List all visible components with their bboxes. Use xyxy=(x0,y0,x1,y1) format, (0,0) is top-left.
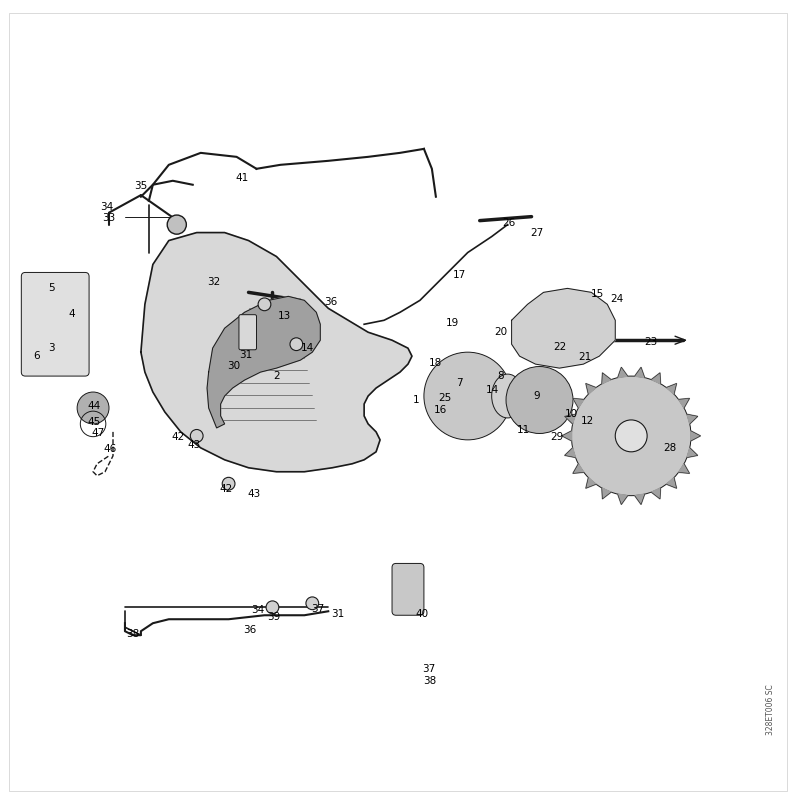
Polygon shape xyxy=(690,430,701,441)
Polygon shape xyxy=(207,296,320,428)
Text: 13: 13 xyxy=(278,311,291,322)
Text: 2: 2 xyxy=(273,371,280,381)
Polygon shape xyxy=(618,494,628,505)
Circle shape xyxy=(306,597,318,610)
Text: 12: 12 xyxy=(581,416,594,426)
Text: 36: 36 xyxy=(242,625,256,634)
Text: 31: 31 xyxy=(239,350,253,359)
Text: 31: 31 xyxy=(331,609,345,618)
Text: 14: 14 xyxy=(301,343,314,353)
Polygon shape xyxy=(651,488,661,499)
Text: 42: 42 xyxy=(172,433,185,442)
Text: 6: 6 xyxy=(33,351,40,361)
Text: 8: 8 xyxy=(497,371,504,381)
Text: 38: 38 xyxy=(126,629,139,638)
Text: 1: 1 xyxy=(413,395,419,405)
Text: 11: 11 xyxy=(517,426,530,435)
Polygon shape xyxy=(666,478,677,488)
Polygon shape xyxy=(687,448,698,458)
Polygon shape xyxy=(634,494,645,505)
Polygon shape xyxy=(573,398,584,408)
Circle shape xyxy=(290,338,302,350)
Text: 19: 19 xyxy=(446,318,459,328)
Text: 25: 25 xyxy=(438,393,451,402)
Polygon shape xyxy=(666,383,677,394)
Text: 23: 23 xyxy=(645,337,658,347)
Text: 14: 14 xyxy=(486,386,499,395)
Text: 46: 46 xyxy=(103,445,117,454)
Polygon shape xyxy=(678,464,690,474)
Text: 33: 33 xyxy=(102,214,116,223)
Text: 36: 36 xyxy=(324,297,338,307)
Text: 38: 38 xyxy=(423,676,436,686)
Circle shape xyxy=(266,601,279,614)
Polygon shape xyxy=(573,464,584,474)
Text: 10: 10 xyxy=(565,409,578,418)
Circle shape xyxy=(615,420,647,452)
Text: 20: 20 xyxy=(494,327,508,338)
Circle shape xyxy=(77,392,109,424)
Text: 32: 32 xyxy=(208,277,221,287)
Text: 43: 43 xyxy=(247,489,261,499)
Polygon shape xyxy=(512,288,615,368)
Polygon shape xyxy=(618,367,628,378)
Text: 43: 43 xyxy=(188,441,201,450)
Text: 42: 42 xyxy=(219,484,233,494)
Text: 27: 27 xyxy=(530,227,544,238)
Text: 28: 28 xyxy=(663,443,676,453)
Polygon shape xyxy=(602,373,611,384)
Text: 34: 34 xyxy=(251,605,265,614)
Polygon shape xyxy=(586,478,596,488)
Text: 40: 40 xyxy=(415,609,428,618)
Text: 3: 3 xyxy=(48,343,55,353)
Text: 45: 45 xyxy=(87,417,101,426)
Circle shape xyxy=(190,430,203,442)
Circle shape xyxy=(167,215,186,234)
Polygon shape xyxy=(565,414,575,424)
Circle shape xyxy=(506,366,573,434)
Text: 9: 9 xyxy=(533,391,540,401)
FancyBboxPatch shape xyxy=(392,563,424,615)
Circle shape xyxy=(424,352,512,440)
FancyBboxPatch shape xyxy=(22,273,89,376)
Polygon shape xyxy=(586,383,596,394)
Text: 22: 22 xyxy=(554,342,567,351)
Circle shape xyxy=(258,298,271,310)
Circle shape xyxy=(571,376,691,496)
Text: 41: 41 xyxy=(235,174,249,183)
Text: 34: 34 xyxy=(100,202,114,212)
Polygon shape xyxy=(687,414,698,424)
Text: 17: 17 xyxy=(453,270,466,280)
Polygon shape xyxy=(602,488,611,499)
Text: 47: 47 xyxy=(91,429,105,438)
Text: 26: 26 xyxy=(502,218,515,228)
Text: 15: 15 xyxy=(591,289,604,299)
Text: 18: 18 xyxy=(430,358,442,368)
Text: 328ET006 SC: 328ET006 SC xyxy=(766,684,774,735)
Polygon shape xyxy=(565,448,575,458)
Text: 39: 39 xyxy=(267,612,281,622)
Polygon shape xyxy=(141,233,412,472)
Text: 30: 30 xyxy=(228,361,241,370)
Text: 37: 37 xyxy=(422,664,435,674)
Text: 44: 44 xyxy=(87,401,101,410)
Text: 5: 5 xyxy=(48,283,55,294)
Text: 29: 29 xyxy=(550,433,564,442)
Polygon shape xyxy=(678,398,690,408)
Text: 24: 24 xyxy=(610,294,623,304)
FancyBboxPatch shape xyxy=(239,314,257,350)
Text: 7: 7 xyxy=(457,378,463,388)
Text: 4: 4 xyxy=(68,309,75,319)
Polygon shape xyxy=(562,430,572,441)
Ellipse shape xyxy=(492,374,523,418)
Text: 35: 35 xyxy=(134,182,147,191)
Circle shape xyxy=(222,478,235,490)
Polygon shape xyxy=(634,367,645,378)
Text: 16: 16 xyxy=(434,406,447,415)
Polygon shape xyxy=(651,373,661,384)
Text: 21: 21 xyxy=(578,352,591,362)
Text: 37: 37 xyxy=(311,604,325,614)
